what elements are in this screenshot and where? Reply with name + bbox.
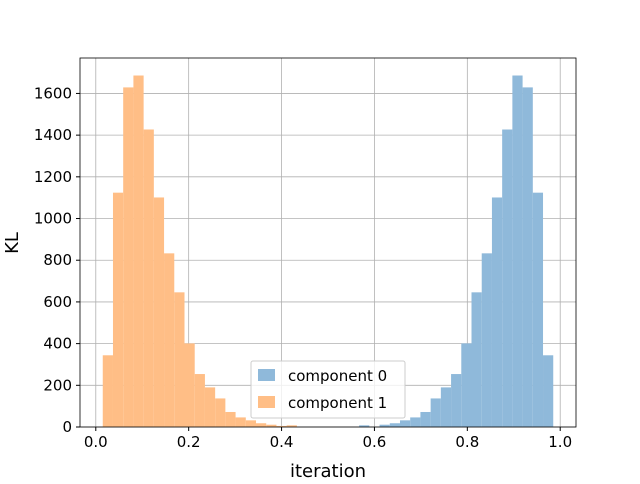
bar-component-1 — [245, 420, 257, 427]
x-tick-label: 0.0 — [84, 433, 108, 451]
bar-component-1 — [266, 424, 277, 427]
bar-component-0 — [399, 420, 411, 427]
bar-component-0 — [543, 355, 554, 427]
bar-component-1 — [133, 75, 144, 427]
x-tick-label: 0.4 — [270, 433, 294, 451]
plot-frame — [79, 57, 577, 428]
bar-component-1 — [174, 292, 185, 427]
bars — [102, 75, 554, 428]
legend-label-component-1: component 1 — [288, 394, 387, 412]
bar-component-0 — [491, 197, 503, 427]
y-tick-label: 800 — [43, 251, 72, 269]
legend-label-component-0: component 0 — [288, 367, 387, 385]
y-tick-label: 1200 — [34, 168, 72, 186]
legend-swatch-component-0 — [258, 369, 275, 381]
y-ticks: 0 200 400 600 800 1000 1200 1400 1600 — [34, 84, 80, 436]
x-tick-label: 1.0 — [548, 433, 572, 451]
legend-box — [250, 360, 406, 419]
bar-component-0 — [451, 374, 462, 427]
bar-component-0 — [389, 423, 400, 427]
bar-component-0 — [512, 75, 523, 427]
bar-component-1 — [276, 425, 287, 427]
bar-component-0 — [410, 417, 421, 427]
y-tick-label: 1400 — [34, 126, 72, 144]
bar-component-1 — [194, 374, 205, 427]
bar-component-1 — [102, 355, 113, 427]
bar-component-1 — [204, 387, 216, 427]
x-ticks: 0.0 0.2 0.4 0.6 0.8 1.0 — [84, 427, 572, 451]
legend: component 0 component 1 — [250, 360, 406, 419]
x-tick-label: 0.2 — [177, 433, 201, 451]
y-tick-label: 1600 — [34, 84, 72, 102]
bar-component-1 — [112, 192, 124, 427]
y-tick-label: 600 — [43, 293, 72, 311]
x-axis-label: iteration — [290, 461, 366, 480]
bar-component-0 — [532, 192, 544, 427]
bar-component-0 — [359, 425, 370, 427]
bar-component-1 — [153, 197, 165, 427]
x-tick-label: 0.8 — [455, 433, 479, 451]
bar-component-0 — [471, 292, 482, 427]
y-tick-label: 0 — [62, 418, 72, 436]
y-tick-label: 200 — [43, 376, 72, 394]
bar-component-1 — [235, 417, 246, 427]
bar-component-1 — [256, 423, 267, 427]
bar-component-1 — [164, 253, 175, 427]
bar-component-0 — [420, 411, 431, 427]
y-axis-label: KL — [2, 232, 23, 254]
bar-component-1 — [123, 87, 134, 428]
bar-component-1 — [143, 129, 154, 427]
bar-component-1 — [215, 398, 226, 427]
bar-component-0 — [461, 343, 472, 427]
bar-component-0 — [430, 398, 441, 427]
bar-component-0 — [379, 424, 390, 427]
bar-component-1 — [225, 411, 236, 427]
bar-component-0 — [440, 387, 452, 427]
bar-component-0 — [502, 129, 513, 427]
y-tick-label: 1000 — [34, 210, 72, 228]
bar-component-0 — [481, 253, 492, 427]
legend-swatch-component-1 — [258, 396, 275, 408]
y-tick-label: 400 — [43, 335, 72, 353]
bar-component-1 — [286, 425, 297, 427]
x-tick-label: 0.6 — [363, 433, 387, 451]
bar-component-1 — [184, 343, 195, 427]
bar-component-0 — [522, 87, 533, 428]
